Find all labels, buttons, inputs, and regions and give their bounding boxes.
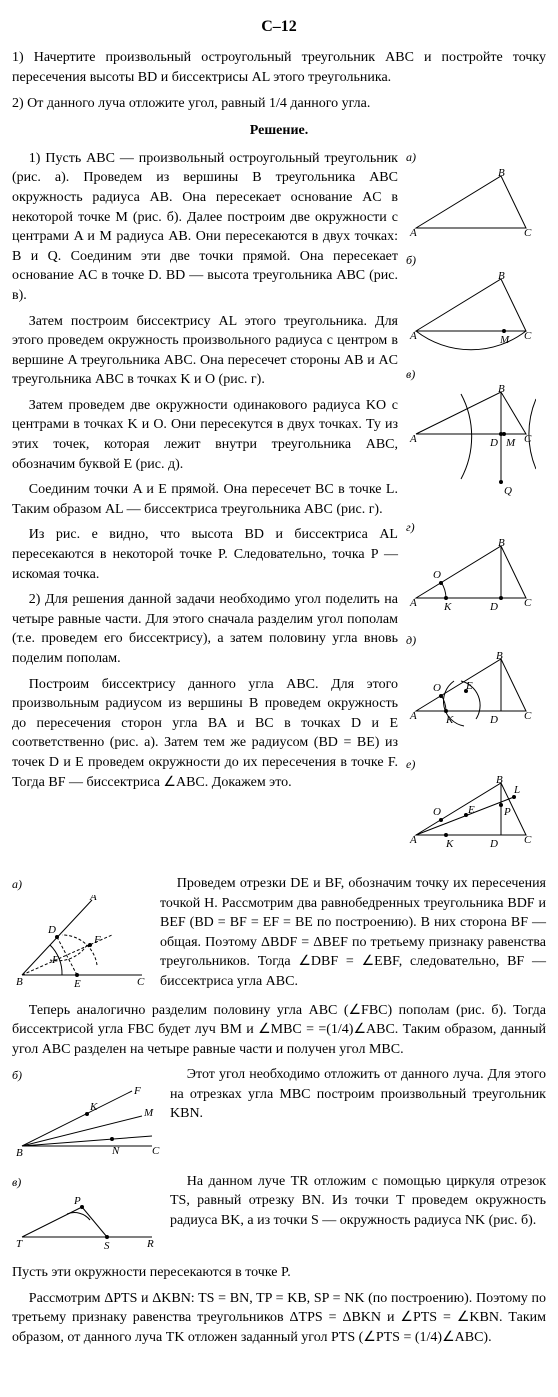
- diagram2-b-label: б): [12, 1067, 162, 1084]
- svg-text:F: F: [93, 934, 101, 946]
- svg-text:L: L: [513, 784, 520, 796]
- svg-text:A: A: [409, 330, 417, 342]
- solution-header: Решение.: [12, 121, 546, 141]
- svg-text:K: K: [443, 601, 452, 613]
- diagram-v: в) A B DMC Q: [406, 366, 546, 511]
- svg-text:O: O: [433, 806, 441, 818]
- right-diagram-column: а) ABC б) ABMC в) ABDMCQ г): [406, 149, 546, 874]
- svg-text:B: B: [498, 538, 505, 549]
- svg-text:F: F: [51, 954, 59, 966]
- svg-text:A: A: [409, 710, 417, 722]
- svg-text:B: B: [498, 384, 505, 395]
- svg-text:C: C: [524, 710, 532, 722]
- svg-text:O: O: [433, 569, 441, 581]
- svg-text:T: T: [16, 1238, 23, 1250]
- svg-text:F: F: [133, 1086, 141, 1097]
- svg-text:C: C: [524, 834, 532, 846]
- solution-p12: Пусть эти окружности пересекаются в точк…: [12, 1263, 546, 1283]
- task-1: 1) Начертите произвольный остроугольный …: [12, 48, 546, 87]
- svg-text:N: N: [111, 1145, 120, 1157]
- svg-text:R: R: [146, 1238, 154, 1250]
- task-2: 2) От данного луча отложите угол, равный…: [12, 94, 546, 114]
- svg-text:M: M: [143, 1107, 154, 1119]
- diagram-b: б) A B M C: [406, 252, 546, 357]
- solution-p9: Теперь аналогично разделим половину угла…: [12, 1001, 546, 1060]
- diagram-e-label: е): [406, 756, 546, 773]
- svg-text:P: P: [503, 806, 511, 818]
- svg-text:O: O: [433, 682, 441, 694]
- svg-text:K: K: [445, 714, 454, 726]
- diagram-g-label: г): [406, 519, 546, 536]
- svg-text:D: D: [47, 924, 56, 936]
- diagram2-v-label: в): [12, 1174, 162, 1191]
- diagram2-v: в) T P S R: [12, 1174, 162, 1259]
- diagram2-a: а) B A F D F E C: [12, 876, 152, 996]
- svg-text:D: D: [489, 714, 498, 726]
- svg-text:C: C: [524, 433, 532, 445]
- svg-text:P: P: [73, 1195, 81, 1207]
- svg-text:C: C: [524, 330, 532, 342]
- svg-text:B: B: [496, 775, 503, 786]
- svg-text:A: A: [409, 433, 417, 445]
- svg-text:A: A: [89, 895, 97, 903]
- diagram-d: д) A B O E D K C: [406, 632, 546, 747]
- svg-text:Q: Q: [504, 485, 512, 497]
- svg-text:S: S: [104, 1240, 110, 1252]
- svg-text:B: B: [496, 651, 503, 662]
- diagram-a-label: а): [406, 149, 546, 166]
- diagram-b-label: б): [406, 252, 546, 269]
- diagram-g: г) A B O D K C: [406, 519, 546, 624]
- svg-text:B: B: [16, 1147, 23, 1159]
- diagram-a: а) A B C: [406, 149, 546, 244]
- svg-text:D: D: [489, 838, 498, 850]
- diagram2-b: б) B F K M N C: [12, 1067, 162, 1167]
- page-header: С–12: [12, 16, 546, 38]
- svg-text:E: E: [73, 978, 81, 990]
- svg-text:C: C: [152, 1145, 160, 1157]
- svg-text:B: B: [498, 168, 505, 179]
- diagram-e: е) A B O L E P D K C: [406, 756, 546, 866]
- svg-text:D: D: [489, 601, 498, 613]
- svg-text:M: M: [505, 437, 516, 449]
- diagram-d-label: д): [406, 632, 546, 649]
- svg-text:K: K: [89, 1101, 98, 1113]
- svg-text:D: D: [489, 437, 498, 449]
- diagram-v-label: в): [406, 366, 546, 383]
- svg-text:B: B: [498, 271, 505, 282]
- svg-text:K: K: [445, 838, 454, 850]
- svg-text:A: A: [409, 597, 417, 609]
- svg-text:A: A: [409, 834, 417, 846]
- svg-text:M: M: [499, 334, 510, 346]
- svg-text:C: C: [137, 976, 145, 988]
- svg-text:C: C: [524, 597, 532, 609]
- solution-p13: Рассмотрим ΔPTS и ΔKBN: TS = BN, TP = KB…: [12, 1289, 546, 1348]
- svg-text:B: B: [16, 976, 23, 988]
- diagram2-a-label: а): [12, 876, 152, 893]
- svg-text:A: A: [409, 227, 417, 238]
- svg-text:E: E: [465, 680, 473, 692]
- svg-text:C: C: [524, 227, 532, 238]
- svg-text:E: E: [467, 804, 475, 816]
